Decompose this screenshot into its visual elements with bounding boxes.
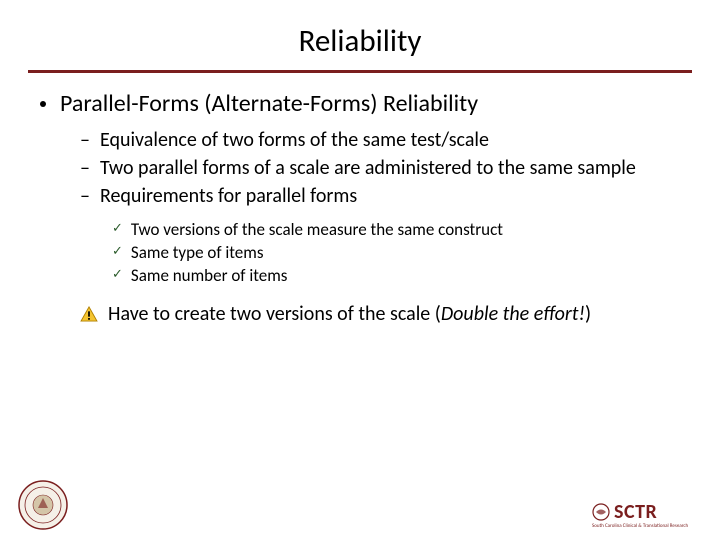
sctr-mark-icon xyxy=(592,503,610,521)
sctr-subtitle: South Carolina Clinical & Translational … xyxy=(592,524,702,529)
bullet-dot-icon xyxy=(40,101,46,107)
bullet-level2: – Equivalence of two forms of the same t… xyxy=(80,127,680,153)
bullet-level1-text: Parallel-Forms (Alternate-Forms) Reliabi… xyxy=(60,89,478,119)
dash-icon: – xyxy=(80,155,90,181)
bullet-level2-text: Requirements for parallel forms xyxy=(100,183,357,209)
footer: SCTR South Carolina Clinical & Translati… xyxy=(0,480,720,530)
slide-title: Reliability xyxy=(0,22,720,60)
bullet-level3-text: Same number of items xyxy=(131,265,288,287)
paren-close: ) xyxy=(585,302,591,326)
content-area: Parallel-Forms (Alternate-Forms) Reliabi… xyxy=(0,73,720,327)
bullet-level3-text: Two versions of the scale measure the sa… xyxy=(131,219,503,241)
warning-text: Have to create two versions of the scale… xyxy=(108,301,591,327)
level2-list: – Equivalence of two forms of the same t… xyxy=(40,127,680,209)
warning-row: Have to create two versions of the scale… xyxy=(40,301,680,327)
checkmark-icon: ✓ xyxy=(112,265,123,286)
level3-list: ✓ Two versions of the scale measure the … xyxy=(40,219,680,287)
bullet-level3: ✓ Same type of items xyxy=(112,242,680,264)
bullet-level1: Parallel-Forms (Alternate-Forms) Reliabi… xyxy=(40,89,680,119)
sctr-text: SCTR xyxy=(614,500,657,524)
checkmark-icon: ✓ xyxy=(112,242,123,263)
warning-icon xyxy=(80,306,98,322)
dash-icon: – xyxy=(80,127,90,153)
bullet-level2-text: Two parallel forms of a scale are admini… xyxy=(100,155,636,181)
bullet-level3: ✓ Two versions of the scale measure the … xyxy=(112,219,680,241)
sctr-logo-block: SCTR South Carolina Clinical & Translati… xyxy=(592,498,702,530)
bullet-level2-text: Equivalence of two forms of the same tes… xyxy=(100,127,489,153)
bullet-level2: – Requirements for parallel forms xyxy=(80,183,680,209)
bullet-level3-text: Same type of items xyxy=(131,242,264,264)
bullet-level3: ✓ Same number of items xyxy=(112,265,680,287)
university-seal-icon xyxy=(18,480,68,530)
bullet-level2: – Two parallel forms of a scale are admi… xyxy=(80,155,680,181)
title-area: Reliability xyxy=(0,0,720,60)
warning-lead: Have to create two versions of the scale xyxy=(108,302,435,326)
sctr-top: SCTR xyxy=(592,500,702,524)
slide: Reliability Parallel-Forms (Alternate-Fo… xyxy=(0,0,720,540)
checkmark-icon: ✓ xyxy=(112,219,123,240)
warning-italic: Double the effort! xyxy=(441,302,585,326)
dash-icon: – xyxy=(80,183,90,209)
